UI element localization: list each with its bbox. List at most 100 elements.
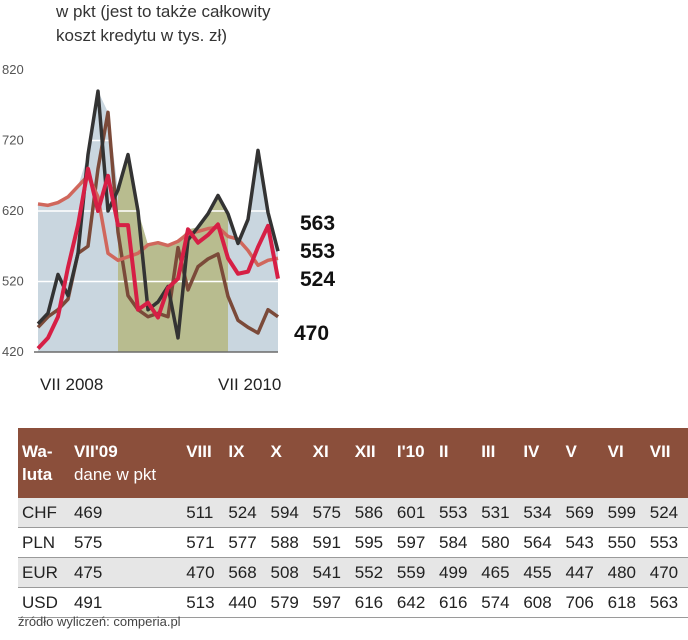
value-cell: 511	[182, 498, 225, 528]
header-currency: Wa-luta	[18, 428, 70, 498]
value-cell: 706	[561, 587, 604, 618]
value-cell: 595	[350, 527, 393, 558]
header-month-label: III	[481, 442, 496, 461]
end-value-label-eur: 470	[294, 322, 329, 345]
value-cell: 470	[645, 557, 688, 588]
header-month: X	[266, 428, 309, 498]
value-cell: 469	[69, 498, 183, 528]
header-month: I'10	[392, 428, 436, 498]
value-cell: 574	[477, 587, 520, 618]
y-tick-label: 720	[2, 133, 24, 148]
chart-subtitle: w pkt (jest to także całkowity koszt kre…	[56, 0, 356, 48]
table-row: PLN 575 571 577 588 591 595 597 584 580 564 543 550 5…	[18, 527, 688, 558]
header-month: VI	[603, 428, 646, 498]
value-cell: 588	[266, 527, 309, 558]
header-month-label: XII	[354, 442, 376, 461]
value-cell: 553	[645, 527, 688, 558]
header-currency-line1: Wa-	[22, 442, 53, 461]
value-cell: 465	[477, 557, 520, 588]
header-month: II	[435, 428, 478, 498]
currency-cell: CHF	[18, 498, 70, 528]
header-month-label: IX	[228, 442, 245, 461]
source-note: źródło wyliczeń: comperia.pl	[18, 614, 181, 629]
value-cell: 575	[308, 498, 351, 528]
value-cell: 616	[435, 587, 478, 618]
y-tick-label: 820	[2, 62, 24, 77]
table-header-row: Wa-luta VII'09 dane w pkt VIII IX X XI XII I'10 I…	[18, 428, 688, 498]
x-tick-label: VII 2008	[40, 375, 103, 394]
table-row: EUR 475 470 568 508 541 552 559 499 465 455 447 480 4…	[18, 557, 688, 588]
value-cell: 594	[266, 498, 309, 528]
header-month: XI	[308, 428, 351, 498]
value-cell: 491	[69, 587, 183, 618]
header-month-label: I'10	[396, 442, 425, 461]
value-cell: 440	[224, 587, 267, 618]
value-cell: 524	[645, 498, 688, 528]
x-tick-label: VII 2010	[218, 375, 281, 394]
value-cell: 447	[561, 557, 604, 588]
value-cell: 550	[603, 527, 646, 558]
y-tick-label: 520	[2, 274, 24, 289]
header-month-label: VII	[649, 442, 671, 461]
currency-cell: PLN	[18, 527, 70, 558]
header-month-label: X	[270, 442, 282, 461]
value-cell: 475	[69, 557, 183, 588]
header-month: IX	[224, 428, 267, 498]
header-month-label: XI	[312, 442, 329, 461]
value-cell: 586	[350, 498, 393, 528]
value-cell: 601	[392, 498, 436, 528]
end-value-label-pln: 553	[300, 240, 335, 263]
header-month-label: VIII	[186, 442, 212, 461]
header-currency-line2: luta	[22, 465, 53, 484]
value-cell: 480	[603, 557, 646, 588]
value-cell: 499	[435, 557, 478, 588]
value-cell: 577	[224, 527, 267, 558]
value-cell: 584	[435, 527, 478, 558]
value-cell: 513	[182, 587, 225, 618]
value-cell: 575	[69, 527, 183, 558]
value-cell: 552	[350, 557, 393, 588]
value-cell: 531	[477, 498, 520, 528]
value-cell: 508	[266, 557, 309, 588]
header-month: III	[477, 428, 520, 498]
value-cell: 534	[519, 498, 562, 528]
value-cell: 618	[603, 587, 646, 618]
end-value-label-usd: 563	[300, 212, 335, 235]
header-month-label: II	[439, 442, 449, 461]
y-tick-label: 620	[2, 203, 24, 218]
currency-cell: USD	[18, 587, 70, 618]
currency-cell: EUR	[18, 557, 70, 588]
line-chart: 420 520 620 720 820 VII 2008 VII 2010 563 553 524…	[2, 62, 335, 394]
header-month-label: VI	[607, 442, 624, 461]
header-month-label: V	[565, 442, 577, 461]
value-cell: 543	[561, 527, 604, 558]
value-cell: 580	[477, 527, 520, 558]
header-month: VII'09 dane w pkt	[69, 428, 183, 498]
value-cell: 455	[519, 557, 562, 588]
value-cell: 597	[392, 527, 436, 558]
table-row: USD 491 513 440 579 597 616 642 616 574 608 706 618 5…	[18, 587, 688, 618]
value-cell: 599	[603, 498, 646, 528]
value-cell: 563	[645, 587, 688, 618]
value-cell: 541	[308, 557, 351, 588]
header-note: dane w pkt	[73, 465, 157, 484]
header-month-label: VII'09	[73, 442, 118, 461]
value-cell: 591	[308, 527, 351, 558]
y-tick-label: 420	[2, 344, 24, 359]
header-month: XII	[350, 428, 393, 498]
value-cell: 571	[182, 527, 225, 558]
header-month: V	[561, 428, 604, 498]
header-month: VIII	[182, 428, 225, 498]
value-cell: 524	[224, 498, 267, 528]
value-cell: 559	[392, 557, 436, 588]
subtitle-line-1: w pkt (jest to także całkowity	[56, 2, 271, 21]
value-cell: 564	[519, 527, 562, 558]
series-line-usd	[36, 89, 280, 340]
table-row: CHF 469 511 524 594 575 586 601 553 531 534 569 599 5…	[18, 498, 688, 528]
series-line-chf	[36, 166, 280, 350]
header-month: IV	[519, 428, 562, 498]
value-cell: 579	[266, 587, 309, 618]
value-cell: 608	[519, 587, 562, 618]
value-cell: 569	[561, 498, 604, 528]
value-cell: 568	[224, 557, 267, 588]
